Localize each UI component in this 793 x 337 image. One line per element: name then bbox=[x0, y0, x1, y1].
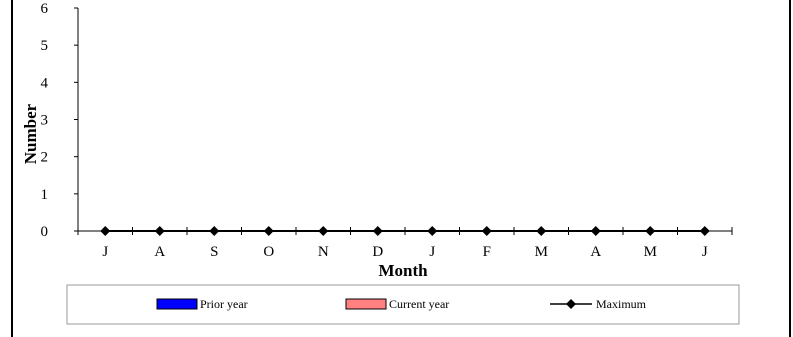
x-tick-label: N bbox=[318, 244, 329, 260]
y-axis-ticks: 0 1 2 3 4 5 6 bbox=[41, 1, 78, 240]
frame-left-border bbox=[11, 0, 13, 337]
y-tick-label: 6 bbox=[41, 1, 49, 17]
maximum-point bbox=[645, 226, 656, 236]
legend-swatch-current-year bbox=[345, 298, 387, 310]
y-axis-title: Number bbox=[21, 103, 40, 164]
x-tick-label: A bbox=[154, 244, 165, 260]
y-tick-label: 2 bbox=[41, 150, 49, 166]
legend-marker-maximum bbox=[566, 299, 576, 309]
maximum-point bbox=[100, 226, 111, 236]
maximum-point bbox=[263, 226, 274, 236]
x-tick-label: J bbox=[102, 244, 108, 260]
maximum-point bbox=[590, 226, 601, 236]
frame-right-border bbox=[789, 0, 791, 337]
x-tick-label: O bbox=[263, 244, 274, 260]
maximum-point bbox=[427, 226, 438, 236]
legend-label-maximum: Maximum bbox=[596, 297, 647, 311]
x-axis-title: Month bbox=[378, 261, 428, 280]
legend: Prior year Current year Maximum bbox=[66, 284, 740, 325]
maximum-series bbox=[100, 226, 710, 236]
x-tick-label: J bbox=[702, 244, 708, 260]
maximum-point bbox=[536, 226, 547, 236]
maximum-point bbox=[154, 226, 165, 236]
legend-label-prior-year: Prior year bbox=[200, 297, 248, 311]
x-tick-label: F bbox=[483, 244, 491, 260]
x-tick-label: A bbox=[590, 244, 601, 260]
y-tick-label: 0 bbox=[41, 224, 49, 240]
maximum-point bbox=[372, 226, 383, 236]
y-tick-label: 4 bbox=[41, 75, 49, 91]
y-tick-label: 5 bbox=[41, 38, 49, 54]
x-tick-label: M bbox=[644, 244, 657, 260]
y-tick-label: 1 bbox=[41, 187, 49, 203]
x-tick-label: D bbox=[372, 244, 383, 260]
legend-swatch-prior-year bbox=[156, 298, 198, 310]
maximum-point bbox=[318, 226, 329, 236]
y-tick-label: 3 bbox=[41, 113, 49, 129]
x-tick-label: S bbox=[210, 244, 218, 260]
x-tick-label: M bbox=[535, 244, 548, 260]
maximum-point bbox=[699, 226, 710, 236]
maximum-point bbox=[481, 226, 492, 236]
maximum-point bbox=[209, 226, 220, 236]
legend-label-current-year: Current year bbox=[389, 297, 449, 311]
x-tick-label: J bbox=[429, 244, 435, 260]
